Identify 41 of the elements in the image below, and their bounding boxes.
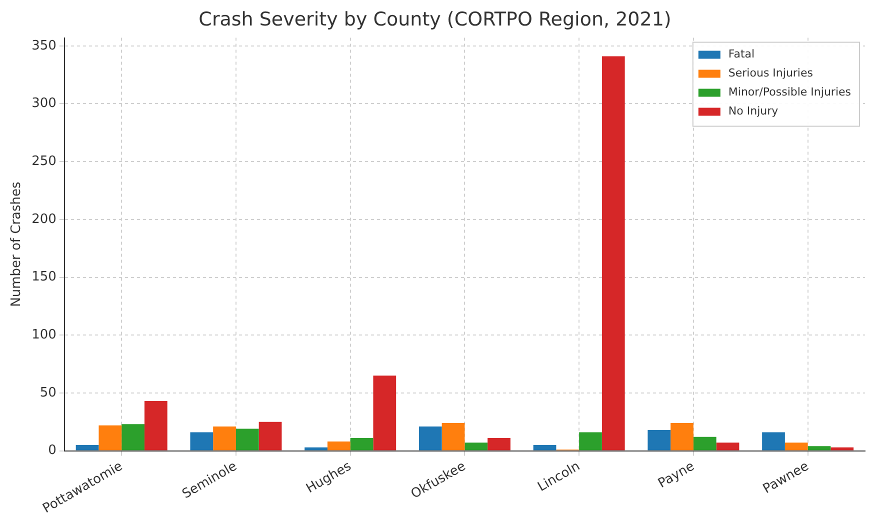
- bar: [418, 426, 442, 450]
- bar: [533, 445, 556, 450]
- bar: [808, 446, 831, 450]
- bar: [190, 432, 214, 450]
- bar: [716, 442, 740, 450]
- bar: [327, 442, 350, 450]
- y-tick-label: 300: [32, 96, 56, 112]
- chart-title: Crash Severity by County (CORTPO Region, 2021): [198, 8, 672, 30]
- y-tick-label: 100: [32, 327, 56, 342]
- legend-label: Serious Injuries: [728, 66, 814, 80]
- bar: [76, 445, 99, 450]
- bar: [762, 432, 785, 450]
- y-tick-label: 350: [32, 38, 56, 54]
- legend-label: No Injury: [728, 104, 779, 118]
- bar: [304, 447, 328, 450]
- bar: [98, 425, 122, 450]
- bar: [488, 438, 510, 450]
- bar: [236, 428, 259, 450]
- bar: [144, 401, 168, 450]
- y-axis-title: Number of Crashes: [9, 181, 24, 307]
- y-tick-label: 150: [32, 270, 56, 285]
- bar: [350, 438, 374, 450]
- bar: [122, 424, 144, 450]
- bar: [373, 376, 396, 450]
- bar: [830, 447, 854, 450]
- bar: [784, 442, 808, 450]
- bar: [442, 423, 465, 450]
- legend-label: Minor/Possible Injuries: [728, 86, 852, 99]
- bar: [258, 422, 282, 450]
- y-tick-label: 50: [40, 385, 56, 400]
- bar: [579, 432, 602, 450]
- y-tick-label: 0: [48, 443, 56, 458]
- y-tick-label: 200: [32, 212, 56, 227]
- bar: [670, 423, 694, 450]
- bar: [464, 442, 488, 450]
- bar: [648, 430, 671, 450]
- bar: [602, 56, 625, 450]
- bar: [213, 426, 236, 450]
- bar: [693, 436, 716, 450]
- legend-label: Fatal: [728, 48, 755, 61]
- y-tick-label: 250: [32, 154, 56, 169]
